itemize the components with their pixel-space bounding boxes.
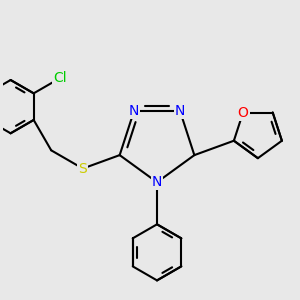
Text: O: O xyxy=(238,106,248,119)
Text: S: S xyxy=(78,161,87,176)
Text: N: N xyxy=(152,175,162,189)
Text: N: N xyxy=(175,104,185,118)
Text: Cl: Cl xyxy=(54,71,67,85)
Text: N: N xyxy=(129,104,139,118)
